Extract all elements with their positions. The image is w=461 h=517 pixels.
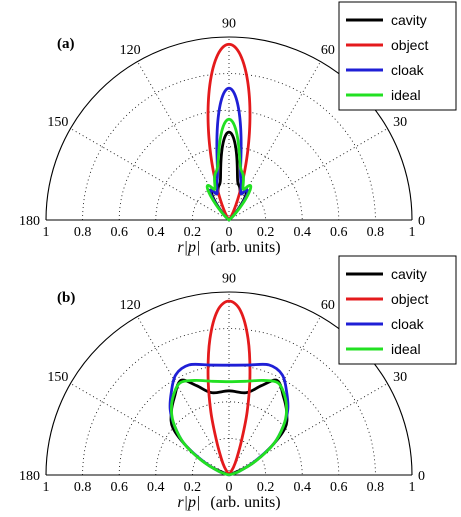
panel-label: (b)	[57, 290, 75, 306]
grid-arc	[192, 438, 266, 476]
outer-arc	[45, 291, 413, 476]
x-axis-units: (arb. units)	[210, 239, 280, 256]
radial-tick-label: 0.6	[110, 480, 128, 495]
radial-tick-label: 0.8	[367, 225, 385, 240]
radial-tick-label: 0.2	[184, 480, 202, 495]
x-axis-variable: r|p|	[177, 494, 200, 511]
radial-tick-label: 0.8	[367, 480, 385, 495]
angle-label: 120	[120, 43, 141, 58]
radial-tick-label: 0	[226, 480, 233, 495]
legend-box	[338, 255, 457, 365]
radial-tick-label: 1	[43, 480, 50, 495]
angle-label: 30	[393, 370, 407, 385]
angle-label: 180	[19, 469, 40, 484]
legend-label-cavity: cavity	[391, 266, 427, 282]
legend: cavity object cloak ideal	[338, 1, 457, 111]
radial-tick-label: 1	[409, 225, 416, 240]
angle-label: 0	[418, 469, 425, 484]
grid-spoke	[228, 383, 388, 476]
grid-spoke	[70, 383, 230, 476]
angle-label: 120	[120, 298, 141, 313]
angle-label: 180	[19, 214, 40, 229]
radial-tick-label: 0.2	[184, 225, 202, 240]
radial-tick-label: 0.4	[293, 480, 311, 495]
radial-tick-label: 1	[409, 480, 416, 495]
legend-label-cloak: cloak	[391, 62, 425, 78]
radial-tick-label: 0.2	[257, 480, 275, 495]
angle-label: 30	[393, 115, 407, 130]
grid-spoke	[70, 128, 230, 221]
radial-tick-label: 0.4	[147, 480, 165, 495]
series-curve-ideal	[205, 117, 253, 222]
grid-spoke	[228, 128, 388, 221]
series-curve-object	[206, 299, 252, 476]
radial-tick-label: 0.4	[147, 225, 165, 240]
x-axis-variable: r|p|	[177, 239, 200, 256]
radial-tick-label: 0.2	[257, 225, 275, 240]
angle-label: 150	[47, 370, 68, 385]
legend-label-ideal: ideal	[391, 87, 421, 103]
angle-label: 0	[418, 214, 425, 229]
angle-label: 60	[321, 43, 335, 58]
x-axis-units: (arb. units)	[210, 494, 280, 511]
legend: cavity object cloak ideal	[338, 255, 457, 365]
legend-label-object: object	[391, 291, 428, 307]
grid-spoke	[228, 61, 321, 221]
radial-tick-label: 0	[226, 225, 233, 240]
angle-label: 90	[222, 16, 236, 31]
radial-tick-label: 0.4	[293, 225, 311, 240]
series-curve-cavity	[169, 378, 289, 477]
grid-arc	[118, 109, 340, 221]
series-curve-ideal	[170, 378, 288, 477]
radial-tick-label: 0.8	[74, 225, 92, 240]
polar-panel-a: 1 0.8 0.6 0.4 0.2 0 0.2 0.4 0.6 0.8 10306090120150…	[19, 1, 457, 256]
polar-panel-b: 1 0.8 0.6 0.4 0.2 0 0.2 0.4 0.6 0.8 10306090120150…	[19, 255, 457, 511]
radial-tick-label: 1	[43, 225, 50, 240]
angle-label: 90	[222, 271, 236, 286]
radial-tick-label: 0.6	[330, 480, 348, 495]
grid-arc	[192, 183, 266, 221]
legend-label-cavity: cavity	[391, 12, 427, 28]
radial-tick-label: 0.6	[330, 225, 348, 240]
angle-label: 60	[321, 298, 335, 313]
legend-label-cloak: cloak	[391, 316, 425, 332]
grid-spoke	[228, 316, 321, 476]
x-axis-label: r|p| (arb. units)	[177, 239, 280, 256]
grid-spoke	[137, 61, 230, 221]
legend-box	[338, 1, 457, 111]
radial-tick-label: 0.8	[74, 480, 92, 495]
grid-spoke	[137, 316, 230, 476]
legend-label-object: object	[391, 37, 428, 53]
radial-tick-label: 0.6	[110, 225, 128, 240]
x-axis-label: r|p| (arb. units)	[177, 494, 280, 511]
legend-label-ideal: ideal	[391, 341, 421, 357]
outer-arc	[45, 36, 413, 221]
panel-label: (a)	[57, 36, 75, 52]
angle-label: 150	[47, 115, 68, 130]
